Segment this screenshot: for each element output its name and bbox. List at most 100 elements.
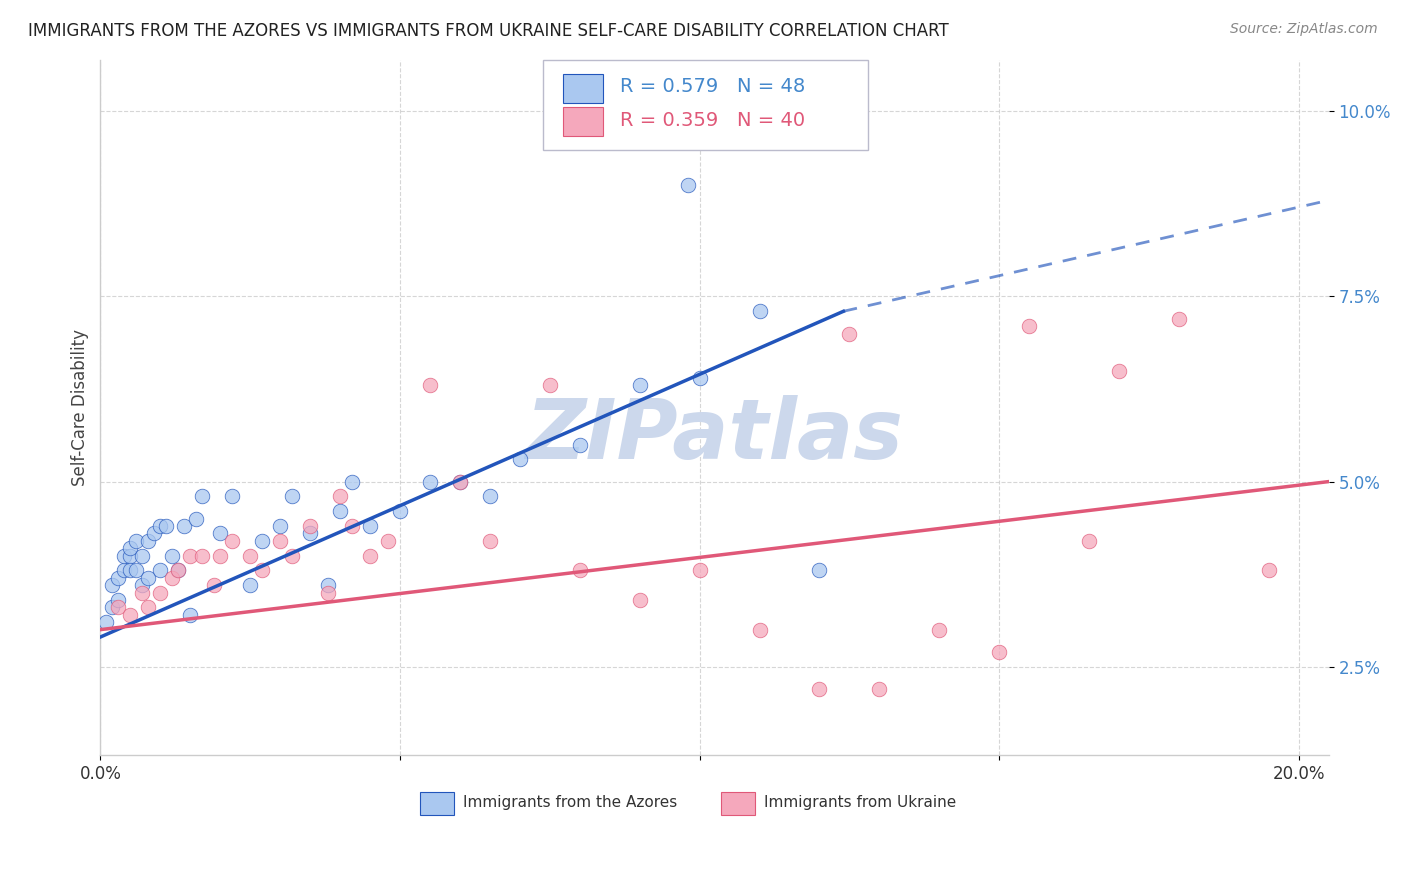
Point bbox=[221, 533, 243, 548]
Point bbox=[125, 563, 148, 577]
Point bbox=[155, 519, 177, 533]
Point bbox=[628, 378, 651, 392]
Point bbox=[143, 526, 166, 541]
Text: Immigrants from the Azores: Immigrants from the Azores bbox=[463, 796, 676, 810]
Point bbox=[149, 585, 172, 599]
Point bbox=[340, 519, 363, 533]
Point bbox=[838, 326, 860, 341]
Text: ZIPatlas: ZIPatlas bbox=[526, 395, 904, 475]
Point bbox=[120, 541, 142, 556]
Point bbox=[120, 563, 142, 577]
Point bbox=[136, 571, 159, 585]
Point bbox=[388, 504, 411, 518]
Point bbox=[136, 533, 159, 548]
Point bbox=[167, 563, 190, 577]
Point bbox=[329, 504, 352, 518]
FancyBboxPatch shape bbox=[420, 792, 454, 815]
Point bbox=[186, 511, 208, 525]
FancyBboxPatch shape bbox=[564, 73, 603, 103]
Point bbox=[149, 519, 172, 533]
Point bbox=[316, 578, 339, 592]
Point bbox=[419, 475, 441, 489]
Point bbox=[162, 549, 184, 563]
Point bbox=[179, 607, 201, 622]
Point bbox=[101, 600, 124, 615]
Point bbox=[202, 578, 225, 592]
Point bbox=[96, 615, 118, 630]
Point bbox=[131, 585, 153, 599]
Text: IMMIGRANTS FROM THE AZORES VS IMMIGRANTS FROM UKRAINE SELF-CARE DISABILITY CORRE: IMMIGRANTS FROM THE AZORES VS IMMIGRANTS… bbox=[28, 22, 949, 40]
Text: Immigrants from Ukraine: Immigrants from Ukraine bbox=[763, 796, 956, 810]
Point bbox=[239, 578, 262, 592]
Point bbox=[988, 645, 1011, 659]
Point bbox=[449, 475, 471, 489]
Point bbox=[689, 563, 711, 577]
Point bbox=[173, 519, 195, 533]
Point bbox=[748, 304, 770, 318]
Point bbox=[209, 526, 232, 541]
FancyBboxPatch shape bbox=[564, 107, 603, 136]
Point bbox=[162, 571, 184, 585]
Point bbox=[107, 593, 129, 607]
Point bbox=[136, 600, 159, 615]
Point bbox=[1257, 563, 1279, 577]
Point bbox=[676, 178, 699, 193]
Point bbox=[419, 378, 441, 392]
Point bbox=[107, 571, 129, 585]
Text: Source: ZipAtlas.com: Source: ZipAtlas.com bbox=[1230, 22, 1378, 37]
Point bbox=[340, 475, 363, 489]
Point bbox=[568, 563, 591, 577]
FancyBboxPatch shape bbox=[721, 792, 755, 815]
Point bbox=[1108, 363, 1130, 377]
Point bbox=[149, 563, 172, 577]
Point bbox=[191, 549, 214, 563]
Text: R = 0.359   N = 40: R = 0.359 N = 40 bbox=[620, 111, 806, 129]
Point bbox=[167, 563, 190, 577]
Point bbox=[568, 437, 591, 451]
Point bbox=[868, 681, 890, 696]
FancyBboxPatch shape bbox=[543, 60, 868, 150]
Point bbox=[509, 452, 531, 467]
Text: R = 0.579   N = 48: R = 0.579 N = 48 bbox=[620, 78, 806, 96]
Point bbox=[269, 533, 291, 548]
Point bbox=[112, 563, 135, 577]
Point bbox=[221, 489, 243, 503]
Point bbox=[808, 563, 831, 577]
Point bbox=[478, 489, 501, 503]
Point bbox=[748, 623, 770, 637]
Point bbox=[359, 519, 381, 533]
Point bbox=[1018, 319, 1040, 334]
Point bbox=[689, 371, 711, 385]
Point bbox=[101, 578, 124, 592]
Point bbox=[107, 600, 129, 615]
Point bbox=[478, 533, 501, 548]
Point bbox=[928, 623, 950, 637]
Point bbox=[269, 519, 291, 533]
Point bbox=[1078, 533, 1101, 548]
Point bbox=[131, 578, 153, 592]
Point bbox=[191, 489, 214, 503]
Point bbox=[299, 519, 322, 533]
Y-axis label: Self-Care Disability: Self-Care Disability bbox=[72, 329, 89, 486]
Point bbox=[1168, 311, 1191, 326]
Point bbox=[281, 549, 304, 563]
Point bbox=[377, 533, 399, 548]
Point bbox=[359, 549, 381, 563]
Point bbox=[131, 549, 153, 563]
Point bbox=[120, 607, 142, 622]
Point bbox=[538, 378, 561, 392]
Point bbox=[120, 549, 142, 563]
Point bbox=[449, 475, 471, 489]
Point bbox=[299, 526, 322, 541]
Point bbox=[239, 549, 262, 563]
Point bbox=[250, 533, 273, 548]
Point bbox=[125, 533, 148, 548]
Point bbox=[112, 549, 135, 563]
Point bbox=[329, 489, 352, 503]
Point bbox=[179, 549, 201, 563]
Point bbox=[250, 563, 273, 577]
Point bbox=[808, 681, 831, 696]
Point bbox=[316, 585, 339, 599]
Point bbox=[281, 489, 304, 503]
Point bbox=[628, 593, 651, 607]
